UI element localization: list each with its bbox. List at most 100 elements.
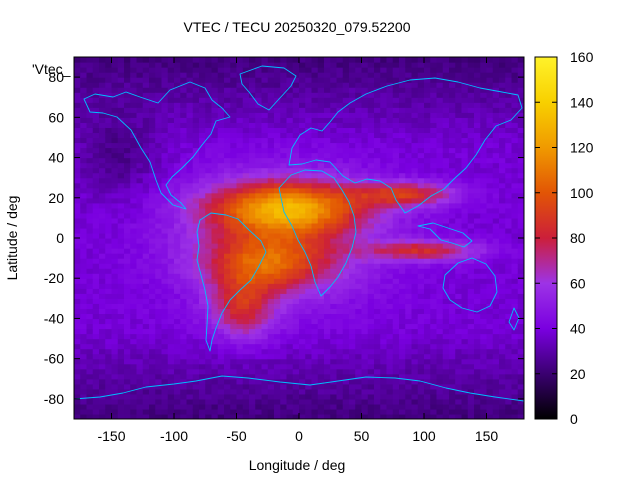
heatmap-cell bbox=[149, 333, 156, 340]
heatmap-cell bbox=[342, 253, 350, 259]
heatmap-cell bbox=[167, 137, 175, 144]
heatmap-cell bbox=[336, 298, 344, 304]
heatmap-cell bbox=[417, 333, 425, 340]
heatmap-cell bbox=[449, 258, 456, 264]
heatmap-cell bbox=[117, 67, 125, 73]
heatmap-cell bbox=[405, 253, 413, 259]
heatmap-cell bbox=[124, 403, 131, 410]
heatmap-cell bbox=[361, 132, 369, 139]
heatmap-cell bbox=[80, 383, 88, 390]
heatmap-cell bbox=[161, 323, 169, 330]
heatmap-cell bbox=[336, 217, 344, 224]
heatmap-cell bbox=[186, 227, 194, 234]
heatmap-cell bbox=[336, 413, 344, 419]
heatmap-cell bbox=[86, 258, 94, 264]
heatmap-cell bbox=[386, 303, 394, 309]
heatmap-cell bbox=[199, 152, 206, 159]
heatmap-cell bbox=[449, 333, 456, 340]
heatmap-cell bbox=[374, 167, 381, 174]
heatmap-cell bbox=[311, 293, 319, 299]
heatmap-cell bbox=[399, 232, 406, 239]
heatmap-cell bbox=[105, 87, 113, 93]
heatmap-cell bbox=[249, 62, 256, 68]
heatmap-cell bbox=[211, 393, 219, 400]
heatmap-cell bbox=[492, 132, 500, 139]
heatmap-cell bbox=[374, 112, 381, 118]
heatmap-cell bbox=[492, 333, 500, 340]
heatmap-cell bbox=[211, 398, 219, 405]
heatmap-cell bbox=[142, 238, 150, 244]
heatmap-cell bbox=[124, 82, 131, 88]
heatmap-cell bbox=[217, 348, 225, 355]
heatmap-cell bbox=[386, 238, 394, 244]
heatmap-cell bbox=[430, 132, 438, 139]
heatmap-cell bbox=[261, 92, 269, 98]
heatmap-cell bbox=[142, 263, 150, 269]
heatmap-cell bbox=[305, 303, 313, 309]
heatmap-cell bbox=[292, 393, 300, 400]
heatmap-cell bbox=[155, 303, 163, 309]
heatmap-cell bbox=[442, 268, 450, 274]
heatmap-cell bbox=[261, 202, 269, 209]
heatmap-cell bbox=[286, 62, 294, 68]
heatmap-cell bbox=[167, 353, 175, 360]
heatmap-cell bbox=[442, 142, 450, 149]
heatmap-cell bbox=[242, 232, 250, 239]
heatmap-cell bbox=[467, 308, 475, 315]
heatmap-cell bbox=[305, 227, 313, 234]
heatmap-cell bbox=[317, 182, 325, 189]
heatmap-cell bbox=[161, 268, 169, 274]
heatmap-cell bbox=[455, 172, 463, 179]
heatmap-cell bbox=[374, 303, 381, 309]
heatmap-cell bbox=[149, 238, 156, 244]
heatmap-cell bbox=[230, 232, 238, 239]
heatmap-cell bbox=[161, 378, 169, 385]
heatmap-cell bbox=[367, 142, 375, 149]
heatmap-cell bbox=[392, 263, 400, 269]
heatmap-cell bbox=[330, 363, 338, 370]
heatmap-cell bbox=[211, 72, 219, 78]
heatmap-cell bbox=[486, 388, 494, 395]
heatmap-cell bbox=[399, 127, 406, 134]
heatmap-cell bbox=[280, 62, 288, 68]
heatmap-cell bbox=[336, 207, 344, 214]
heatmap-cell bbox=[161, 102, 169, 108]
heatmap-cell bbox=[267, 243, 275, 249]
heatmap-cell bbox=[230, 217, 238, 224]
heatmap-cell bbox=[424, 313, 431, 320]
heatmap-cell bbox=[149, 358, 156, 365]
heatmap-cell bbox=[349, 358, 356, 365]
heatmap-cell bbox=[486, 132, 494, 139]
heatmap-cell bbox=[480, 232, 488, 239]
heatmap-cell bbox=[292, 398, 300, 405]
heatmap-cell bbox=[249, 338, 256, 345]
heatmap-cell bbox=[417, 263, 425, 269]
heatmap-cell bbox=[399, 92, 406, 98]
heatmap-cell bbox=[199, 258, 206, 264]
heatmap-cell bbox=[405, 343, 413, 350]
heatmap-cell bbox=[474, 107, 481, 113]
heatmap-cell bbox=[99, 298, 106, 304]
heatmap-cell bbox=[86, 238, 94, 244]
heatmap-cell bbox=[199, 333, 206, 340]
heatmap-cell bbox=[149, 107, 156, 113]
heatmap-cell bbox=[261, 57, 269, 63]
heatmap-cell bbox=[86, 117, 94, 123]
heatmap-cell bbox=[180, 112, 188, 118]
heatmap-cell bbox=[467, 368, 475, 375]
heatmap-cell bbox=[399, 323, 406, 330]
heatmap-cell bbox=[467, 187, 475, 194]
heatmap-cell bbox=[261, 368, 269, 375]
heatmap-cell bbox=[386, 172, 394, 179]
heatmap-cell bbox=[217, 137, 225, 144]
heatmap-cell bbox=[349, 197, 356, 204]
heatmap-cell bbox=[292, 373, 300, 380]
heatmap-cell bbox=[86, 338, 94, 345]
heatmap-cell bbox=[405, 383, 413, 390]
heatmap-cell bbox=[80, 167, 88, 174]
heatmap-cell bbox=[367, 353, 375, 360]
heatmap-cell bbox=[399, 202, 406, 209]
heatmap-cell bbox=[342, 298, 350, 304]
heatmap-cell bbox=[99, 97, 106, 103]
heatmap-cell bbox=[367, 348, 375, 355]
